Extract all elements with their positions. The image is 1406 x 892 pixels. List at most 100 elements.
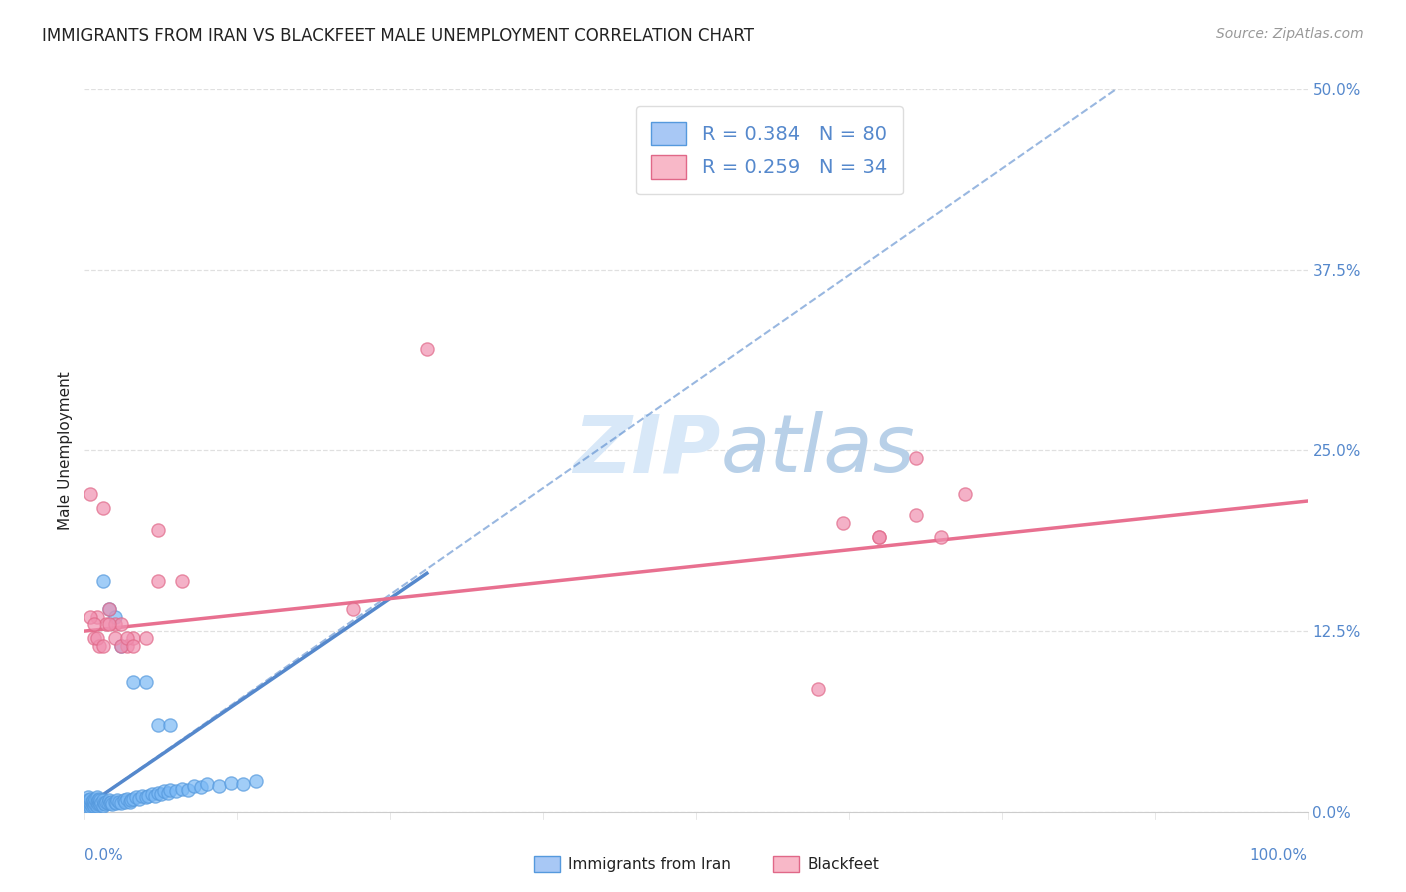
Y-axis label: Male Unemployment: Male Unemployment — [58, 371, 73, 530]
Point — [77, 790, 100, 805]
Point — [208, 779, 231, 793]
Point — [86, 632, 108, 646]
Point — [112, 793, 135, 807]
Point — [953, 487, 976, 501]
Point — [146, 574, 169, 588]
Point — [76, 797, 98, 812]
Point — [104, 632, 127, 646]
Point — [97, 602, 120, 616]
Point — [77, 793, 100, 807]
Point — [118, 795, 141, 809]
Point — [86, 799, 108, 814]
Point — [122, 791, 145, 805]
Point — [80, 795, 103, 809]
Text: ZIP: ZIP — [574, 411, 720, 490]
Point — [96, 616, 118, 631]
Point — [905, 508, 928, 523]
Point — [89, 793, 111, 807]
Point — [76, 793, 98, 807]
Point — [83, 795, 105, 809]
Point — [115, 632, 138, 646]
Point — [87, 639, 110, 653]
Point — [91, 639, 114, 653]
Point — [869, 530, 891, 544]
Point — [91, 574, 114, 588]
Point — [115, 639, 138, 653]
Point — [177, 783, 200, 797]
Point — [90, 796, 112, 810]
Point — [82, 797, 104, 812]
Point — [82, 793, 104, 807]
Point — [93, 796, 115, 810]
Point — [87, 793, 110, 807]
Point — [87, 796, 110, 810]
Point — [146, 523, 169, 537]
Point — [97, 793, 120, 807]
Point — [104, 795, 127, 809]
Point — [79, 800, 101, 814]
Point — [122, 632, 145, 646]
Text: Immigrants from Iran: Immigrants from Iran — [568, 857, 731, 871]
Point — [172, 781, 194, 796]
Point — [104, 616, 127, 631]
Point — [195, 777, 218, 791]
Point — [97, 796, 120, 810]
Point — [107, 795, 129, 809]
Point — [110, 616, 132, 631]
Point — [97, 602, 120, 616]
Point — [110, 639, 132, 653]
Point — [245, 774, 267, 789]
Point — [80, 799, 103, 814]
Point — [100, 795, 122, 809]
Point — [97, 616, 120, 631]
Point — [172, 574, 194, 588]
Point — [122, 639, 145, 653]
Point — [232, 777, 254, 791]
Point — [807, 681, 830, 696]
Point — [83, 799, 105, 814]
Point — [416, 343, 439, 357]
Point — [183, 779, 205, 793]
Point — [150, 788, 173, 802]
Point — [87, 797, 110, 812]
Text: Blackfeet: Blackfeet — [807, 857, 879, 871]
Point — [84, 797, 107, 812]
Legend: R = 0.384   N = 80, R = 0.259   N = 34: R = 0.384 N = 80, R = 0.259 N = 34 — [636, 106, 903, 194]
Point — [219, 776, 242, 790]
Point — [110, 796, 132, 810]
Point — [141, 788, 163, 802]
Text: Source: ZipAtlas.com: Source: ZipAtlas.com — [1216, 27, 1364, 41]
Point — [131, 789, 153, 803]
Point — [79, 487, 101, 501]
Point — [122, 674, 145, 689]
Point — [165, 784, 187, 798]
Point — [96, 795, 118, 809]
Point — [77, 795, 100, 809]
Point — [128, 791, 150, 805]
Point — [153, 784, 176, 798]
Point — [905, 450, 928, 465]
Point — [77, 797, 100, 812]
Point — [831, 516, 853, 530]
Point — [86, 790, 108, 805]
Point — [114, 795, 136, 809]
Point — [125, 790, 148, 805]
Point — [190, 780, 212, 794]
Point — [115, 791, 138, 805]
Point — [135, 632, 157, 646]
Point — [110, 639, 132, 653]
Text: 0.0%: 0.0% — [84, 847, 124, 863]
Point — [135, 790, 157, 805]
Point — [120, 793, 142, 807]
Text: 100.0%: 100.0% — [1250, 847, 1308, 863]
Point — [146, 718, 169, 732]
Point — [98, 796, 121, 810]
Point — [869, 530, 891, 544]
Point — [79, 791, 101, 805]
Point — [342, 602, 364, 616]
Point — [94, 797, 117, 812]
Point — [929, 530, 952, 544]
Point — [89, 797, 111, 812]
Point — [104, 609, 127, 624]
Point — [91, 501, 114, 516]
